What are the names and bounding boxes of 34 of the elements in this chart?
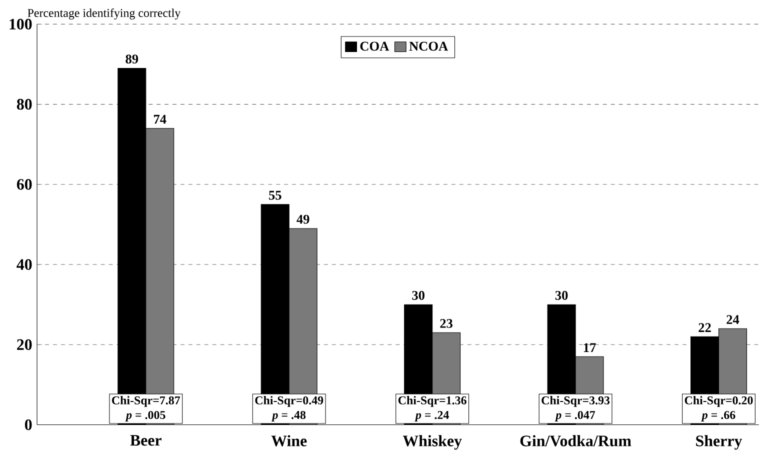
x-tick-label: Wine: [271, 435, 307, 446]
data-label: 55: [269, 190, 282, 200]
y-axis-title: Percentage identifying correctly: [28, 8, 181, 20]
x-tick-label: Sherry: [696, 435, 742, 450]
annotation: Chi-Sqr=7.87: [112, 396, 180, 407]
data-label: 74: [154, 114, 166, 124]
y-tick-label: 80: [16, 98, 32, 110]
y-tick-label: 40: [16, 259, 32, 270]
annotation: p = .66: [701, 411, 736, 422]
data-label: 89: [126, 54, 138, 64]
y-tick-label: 20: [17, 339, 32, 350]
annotation: p = .047: [554, 411, 596, 422]
x-tick-label: Gin/Vodka/Rum: [520, 435, 632, 446]
y-tick-label: 100: [10, 18, 32, 30]
data-label: 24: [726, 315, 740, 324]
data-label: 49: [296, 214, 310, 224]
legend-label: NCOA: [409, 42, 448, 51]
data-label: 22: [698, 323, 711, 332]
data-label: 17: [584, 343, 596, 352]
annotation: Chi-Sqr=0.49: [255, 396, 324, 407]
annotation: Chi-Sqr=1.36: [398, 396, 466, 407]
data-label: 30: [555, 290, 568, 300]
x-tick-label: Whiskey: [402, 435, 462, 450]
annotation: Chi-Sqr=0.20: [684, 396, 753, 407]
x-tick-label: Beer: [130, 435, 162, 446]
data-label: 30: [412, 290, 424, 300]
y-tick-label: 60: [16, 179, 32, 190]
annotation: p = .005: [125, 411, 166, 422]
annotation: Chi-Sqr=3.93: [542, 396, 610, 407]
legend-label: COA: [360, 42, 390, 51]
data-label: 23: [440, 319, 452, 328]
annotation: p = .48: [271, 411, 306, 422]
annotation: p = .24: [414, 411, 449, 422]
y-tick-label: 0: [24, 419, 32, 430]
